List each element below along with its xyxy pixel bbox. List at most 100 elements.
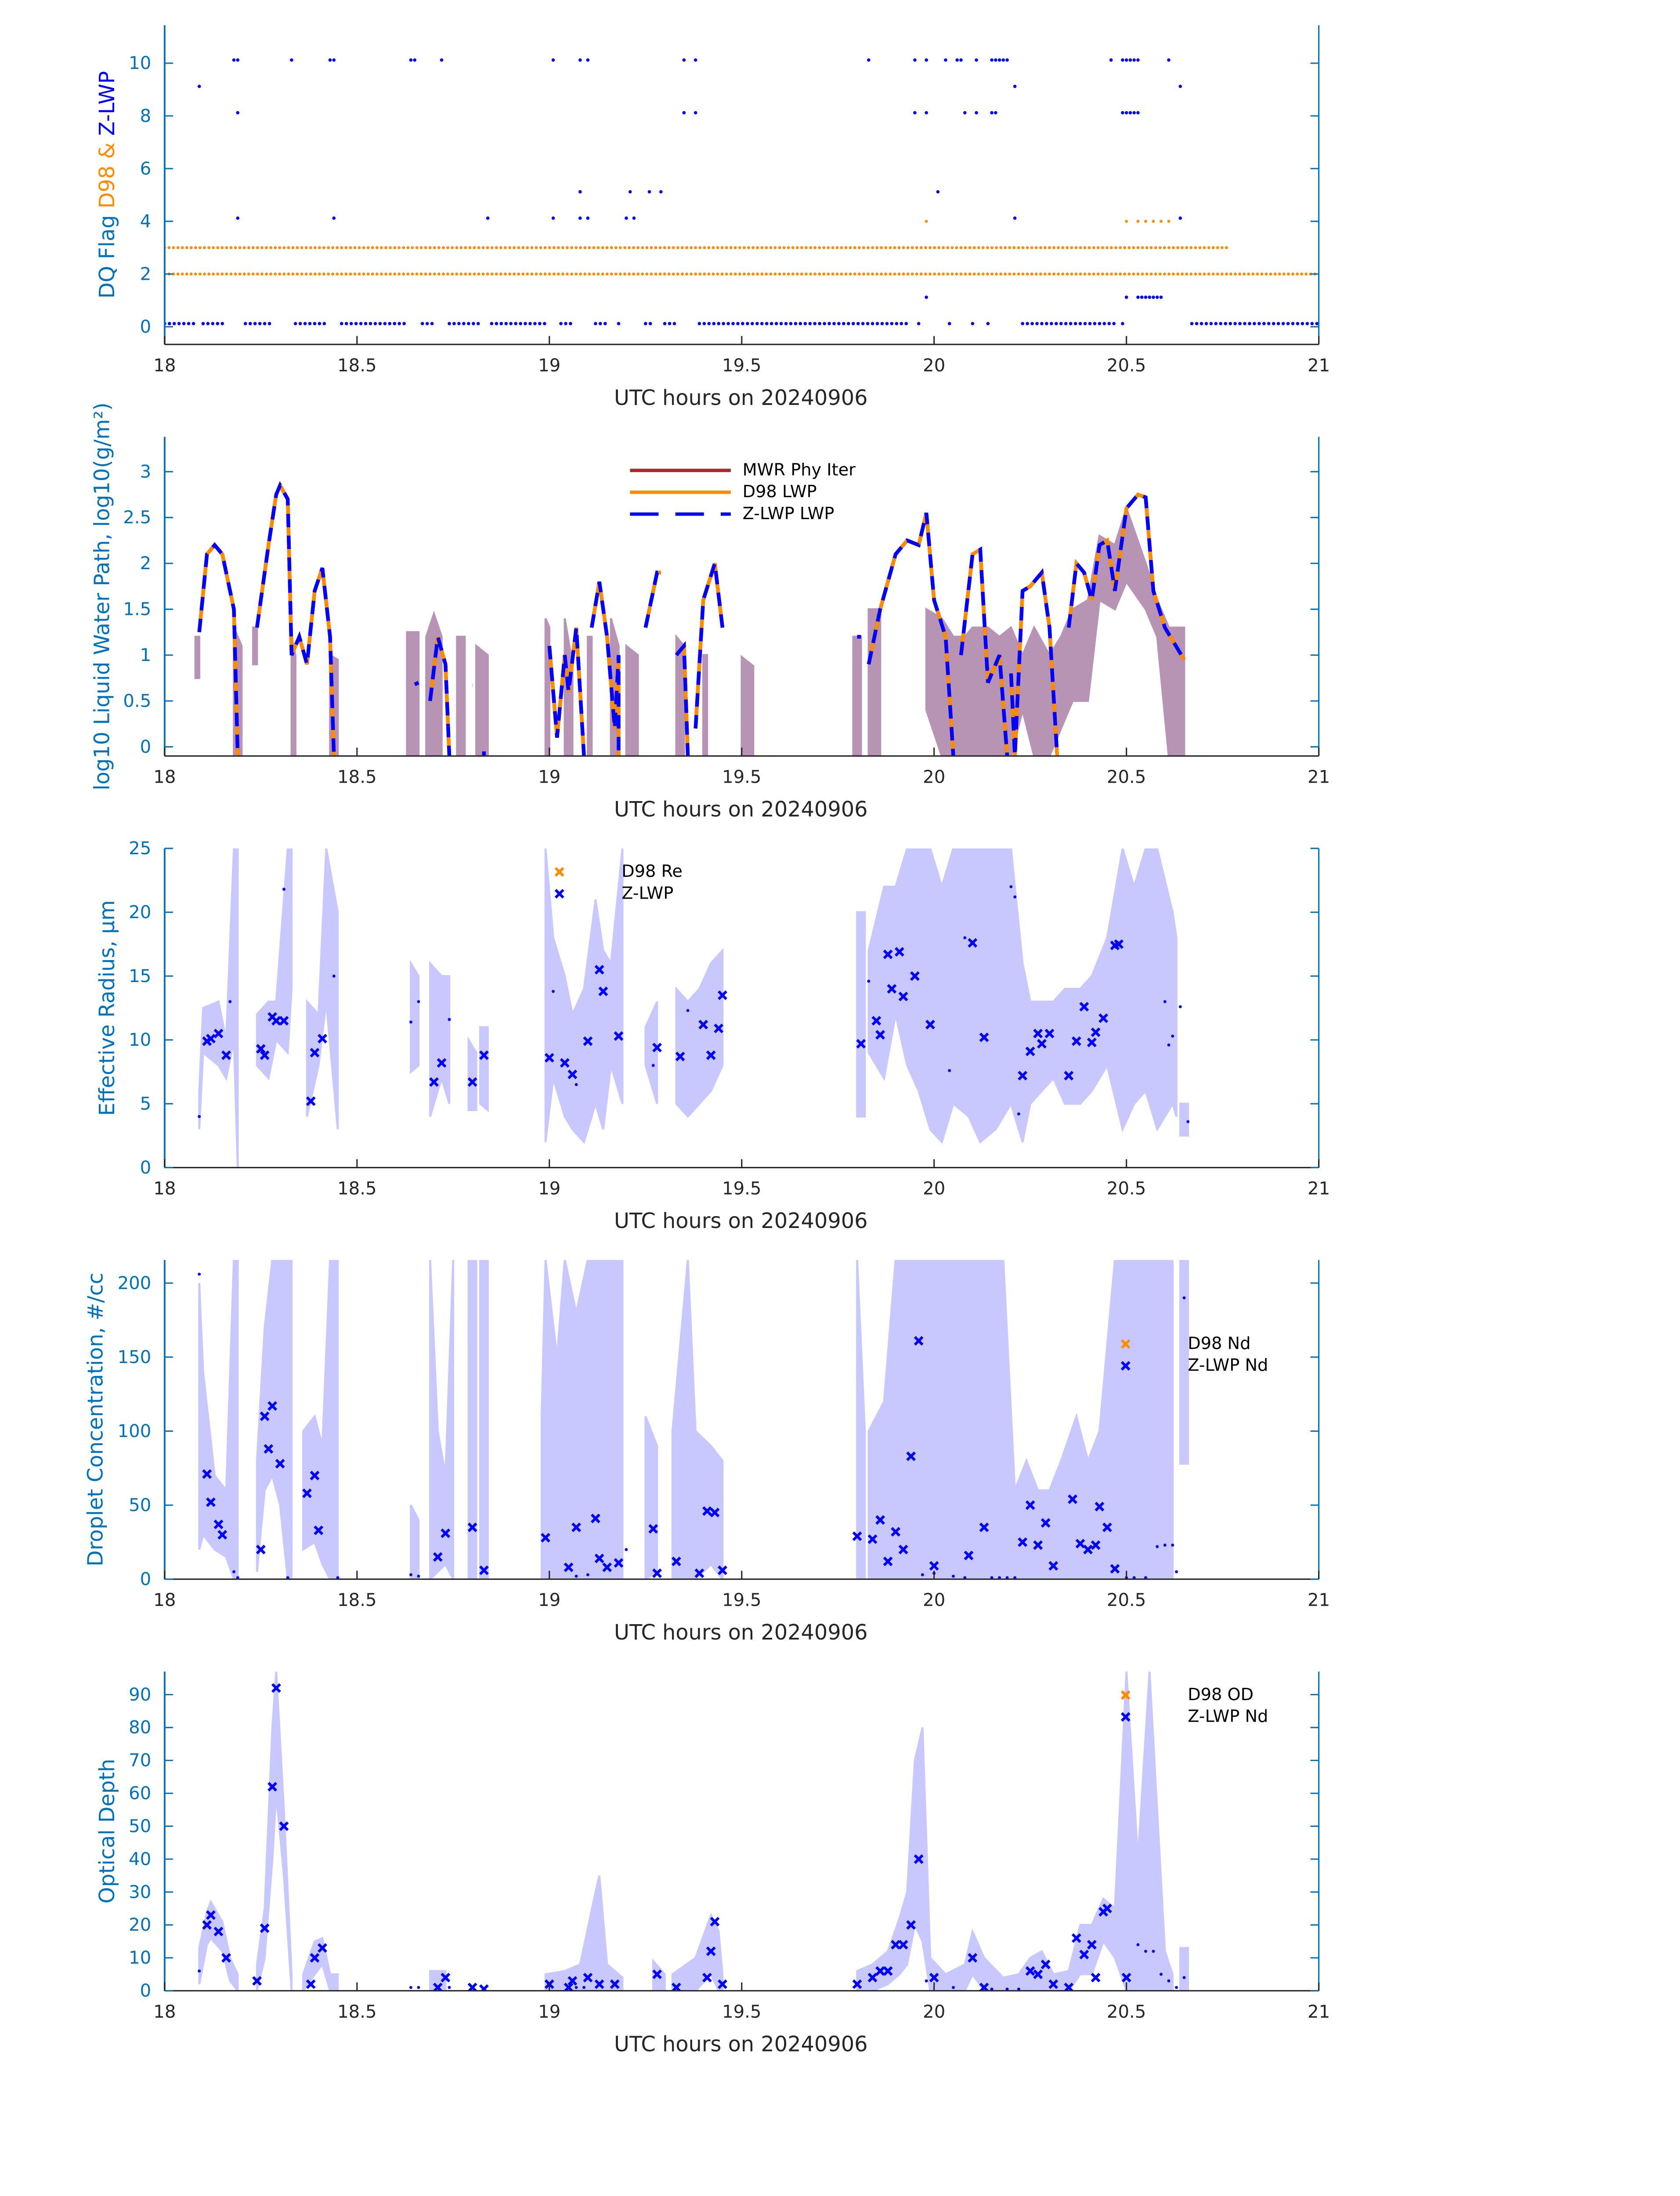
d98-flag-point bbox=[1296, 272, 1299, 276]
d98-flag-point bbox=[685, 246, 688, 249]
d98-flag-point bbox=[690, 246, 693, 249]
legend-x-marker bbox=[1120, 1690, 1131, 1700]
d98-flag-point bbox=[552, 246, 556, 249]
zlwp-flag-point bbox=[364, 321, 368, 325]
d98-flag-point bbox=[778, 246, 781, 249]
zlwp-point bbox=[236, 1576, 239, 1579]
d98-flag-point bbox=[729, 272, 733, 276]
zlwp-flag-point bbox=[197, 84, 201, 88]
d98-flag-point bbox=[366, 246, 370, 249]
legend-label-mwr: MWR Phy Iter bbox=[743, 460, 856, 480]
mwr-uncertainty-band bbox=[194, 636, 200, 679]
d98-flag-point bbox=[875, 272, 879, 276]
zlwp-x-marker bbox=[891, 1940, 901, 1950]
d98-flag-point bbox=[504, 272, 507, 276]
d98-flag-point bbox=[1110, 272, 1113, 276]
legend-x-marker bbox=[1120, 1339, 1131, 1349]
d98-flag-point bbox=[1136, 246, 1140, 249]
zlwp-x-marker bbox=[856, 1039, 866, 1049]
zlwp-flag-point bbox=[1005, 58, 1009, 62]
zlwp-flag-point bbox=[243, 321, 247, 325]
d98-flag-point bbox=[1136, 220, 1140, 223]
zlwp-flag-point bbox=[1209, 321, 1213, 325]
zlwp-uncertainty-band bbox=[429, 1260, 455, 1579]
zlwp-flag-point bbox=[947, 321, 951, 325]
d98-flag-point bbox=[526, 272, 529, 276]
zlwp-x-marker bbox=[1033, 1540, 1043, 1550]
d98-flag-point bbox=[366, 272, 370, 276]
d98-flag-point bbox=[499, 246, 502, 249]
zlwp-x-marker bbox=[652, 1043, 662, 1053]
zlwp-x-marker bbox=[1091, 1027, 1101, 1037]
d98-flag-point bbox=[1304, 272, 1308, 276]
zlwp-flag-point bbox=[1112, 321, 1116, 325]
zlwp-flag-point bbox=[880, 321, 884, 325]
zlwp-flag-point bbox=[712, 321, 716, 325]
zlwp-flag-point bbox=[971, 321, 975, 325]
x-tick-label: 18 bbox=[153, 2002, 176, 2022]
zlwp-flag-point bbox=[1136, 111, 1140, 115]
zlwp-x-marker bbox=[541, 1533, 550, 1543]
zlwp-x-marker bbox=[875, 1515, 885, 1525]
d98-flag-point bbox=[548, 246, 551, 249]
zlwp-flag-point bbox=[1064, 321, 1068, 325]
d98-flag-point bbox=[393, 272, 397, 276]
zlwp-flag-point bbox=[955, 58, 959, 62]
d98-flag-point bbox=[570, 272, 574, 276]
zlwp-flag-point bbox=[383, 321, 387, 325]
zlwp-x-marker bbox=[979, 1983, 989, 1991]
zlwp-point bbox=[409, 1020, 412, 1024]
zlwp-point bbox=[198, 1115, 201, 1118]
zlwp-flag-point bbox=[303, 321, 307, 325]
mwr-uncertainty-band bbox=[252, 626, 258, 665]
d98-flag-point bbox=[172, 246, 175, 249]
zlwp-point bbox=[1132, 1576, 1136, 1579]
zlwp-point bbox=[1171, 1034, 1174, 1038]
d98-flag-point bbox=[654, 246, 658, 249]
panel-3-xlabel: UTC hours on 20240906 bbox=[614, 1209, 868, 1233]
zlwp-flag-point bbox=[1195, 321, 1199, 325]
d98-flag-point bbox=[490, 272, 494, 276]
zlwp-flag-point bbox=[1035, 321, 1039, 325]
zlwp-x-marker bbox=[894, 947, 904, 957]
x-tick-label: 20 bbox=[923, 2002, 945, 2022]
d98-flag-point bbox=[906, 246, 910, 249]
zlwp-x-marker bbox=[1087, 1940, 1097, 1950]
d98-flag-point bbox=[1149, 272, 1153, 276]
zlwp-flag-point bbox=[760, 321, 764, 325]
d98-flag-point bbox=[840, 246, 843, 249]
plot-area bbox=[198, 848, 1190, 1168]
d98-flag-point bbox=[433, 246, 436, 249]
zlwp-x-marker bbox=[887, 984, 897, 994]
zlwp-flag-point bbox=[440, 58, 444, 62]
zlwp-x-marker bbox=[433, 1983, 443, 1991]
zlwp-point bbox=[552, 990, 555, 993]
mwr-uncertainty-band bbox=[456, 636, 466, 756]
d98-flag-point bbox=[884, 246, 888, 249]
zlwp-x-marker bbox=[306, 1096, 316, 1106]
zlwp-x-marker bbox=[671, 1557, 681, 1567]
d98-flag-point bbox=[1125, 220, 1128, 223]
zlwp-flag-point bbox=[625, 216, 628, 220]
y-tick-label: 30 bbox=[129, 1882, 151, 1902]
zlwp-point bbox=[448, 1018, 451, 1021]
zlwp-flag-point bbox=[1107, 321, 1111, 325]
d98-flag-point bbox=[1101, 272, 1104, 276]
d98-flag-point bbox=[738, 272, 741, 276]
d98-flag-point bbox=[968, 246, 972, 249]
d98-flag-point bbox=[1176, 272, 1180, 276]
x-tick-label: 20 bbox=[923, 767, 945, 787]
zlwp-flag-point bbox=[697, 321, 701, 325]
zlwp-point bbox=[625, 1548, 628, 1551]
d98-flag-point bbox=[809, 246, 812, 249]
y-tick-label: 0 bbox=[140, 1569, 152, 1589]
zlwp-point bbox=[582, 1986, 586, 1989]
zlwp-flag-point bbox=[216, 321, 220, 325]
d98-flag-point bbox=[972, 246, 976, 249]
zlwp-x-marker bbox=[698, 1019, 708, 1029]
x-tick-label: 20.5 bbox=[1107, 1179, 1146, 1199]
d98-flag-point bbox=[1154, 272, 1157, 276]
zlwp-flag-point bbox=[1204, 321, 1208, 325]
d98-flag-point bbox=[1144, 220, 1147, 223]
zlwp-flag-point bbox=[707, 321, 711, 325]
